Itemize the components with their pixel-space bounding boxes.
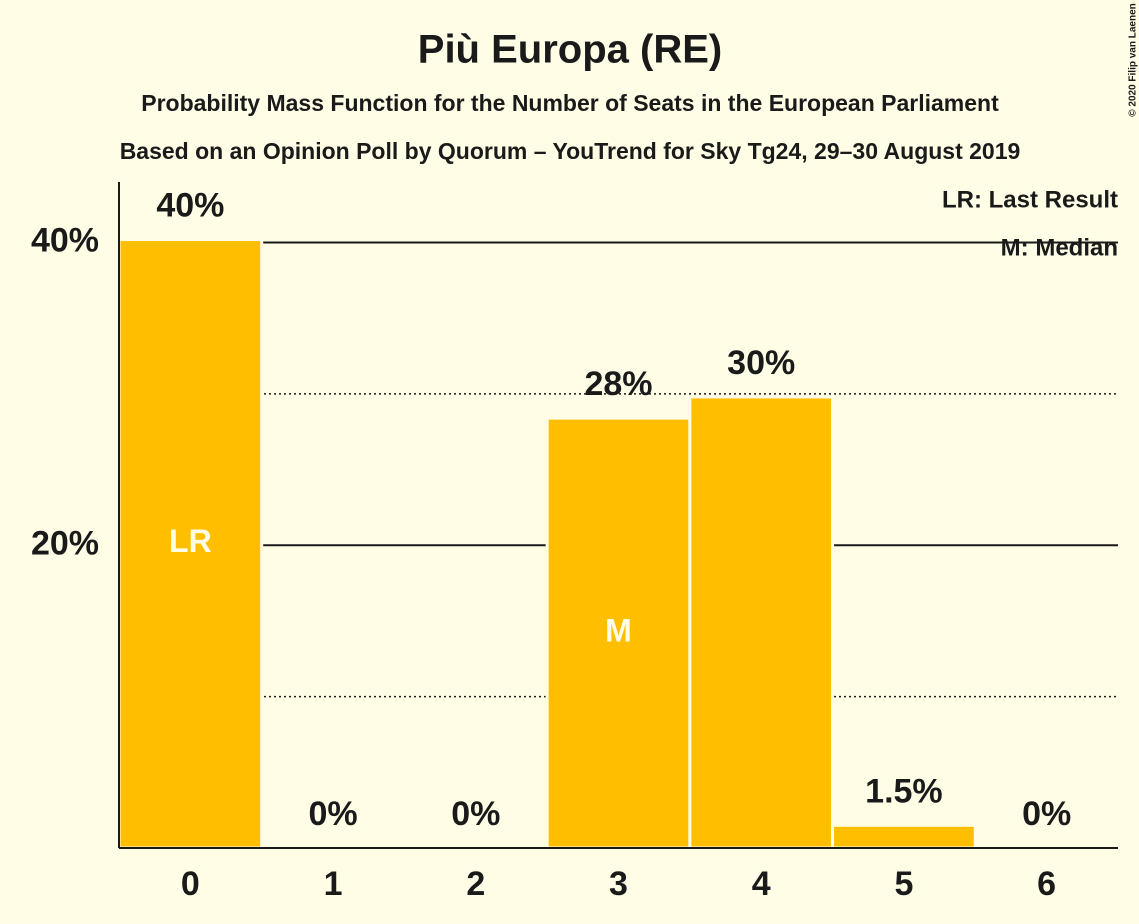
bar-label: M <box>605 613 632 649</box>
bar <box>688 395 835 850</box>
bar-label: LR <box>169 523 212 559</box>
y-tick-label: 40% <box>31 222 99 260</box>
value-label: 0% <box>309 795 358 833</box>
chart-title: Più Europa (RE) <box>418 28 722 72</box>
x-tick-label: 5 <box>894 865 913 903</box>
value-label: 40% <box>156 187 224 225</box>
x-tick-label: 1 <box>324 865 343 903</box>
value-label: 28% <box>584 365 652 403</box>
x-tick-label: 4 <box>752 865 771 903</box>
value-label: 30% <box>727 344 795 382</box>
chart-subtitle: Probability Mass Function for the Number… <box>141 90 999 116</box>
x-tick-label: 0 <box>181 865 200 903</box>
value-label: 1.5% <box>865 772 943 810</box>
y-tick-label: 20% <box>31 524 99 562</box>
value-label: 0% <box>451 795 500 833</box>
legend-entry: M: Median <box>1001 234 1118 261</box>
x-tick-label: 2 <box>466 865 485 903</box>
chart-subtitle: Based on an Opinion Poll by Quorum – You… <box>120 138 1021 164</box>
x-tick-label: 3 <box>609 865 628 903</box>
value-label: 0% <box>1022 795 1071 833</box>
x-tick-label: 6 <box>1037 865 1056 903</box>
bar <box>117 238 264 850</box>
legend-entry: LR: Last Result <box>942 186 1118 213</box>
copyright: © 2020 Filip van Laenen <box>1128 3 1139 117</box>
bar <box>831 823 977 850</box>
